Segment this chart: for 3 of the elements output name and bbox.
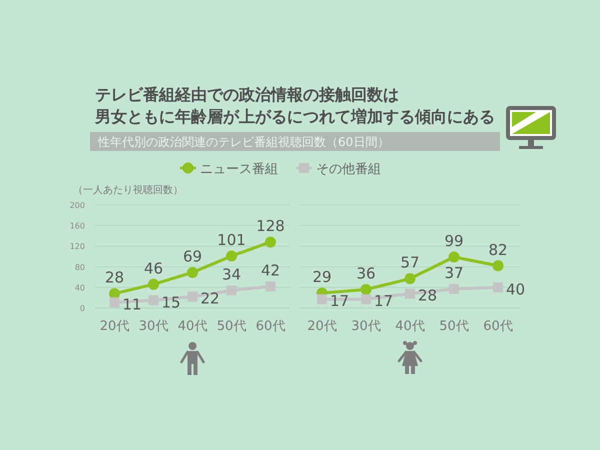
title: テレビ番組経由での政治情報の接触回数は (95, 85, 399, 104)
subtitle: 男女ともに年齢層が上がるにつれて増加する傾向にある (95, 107, 495, 126)
note: 性年代別の政治関連のテレビ番組視聴回数（60日間） (98, 135, 390, 149)
